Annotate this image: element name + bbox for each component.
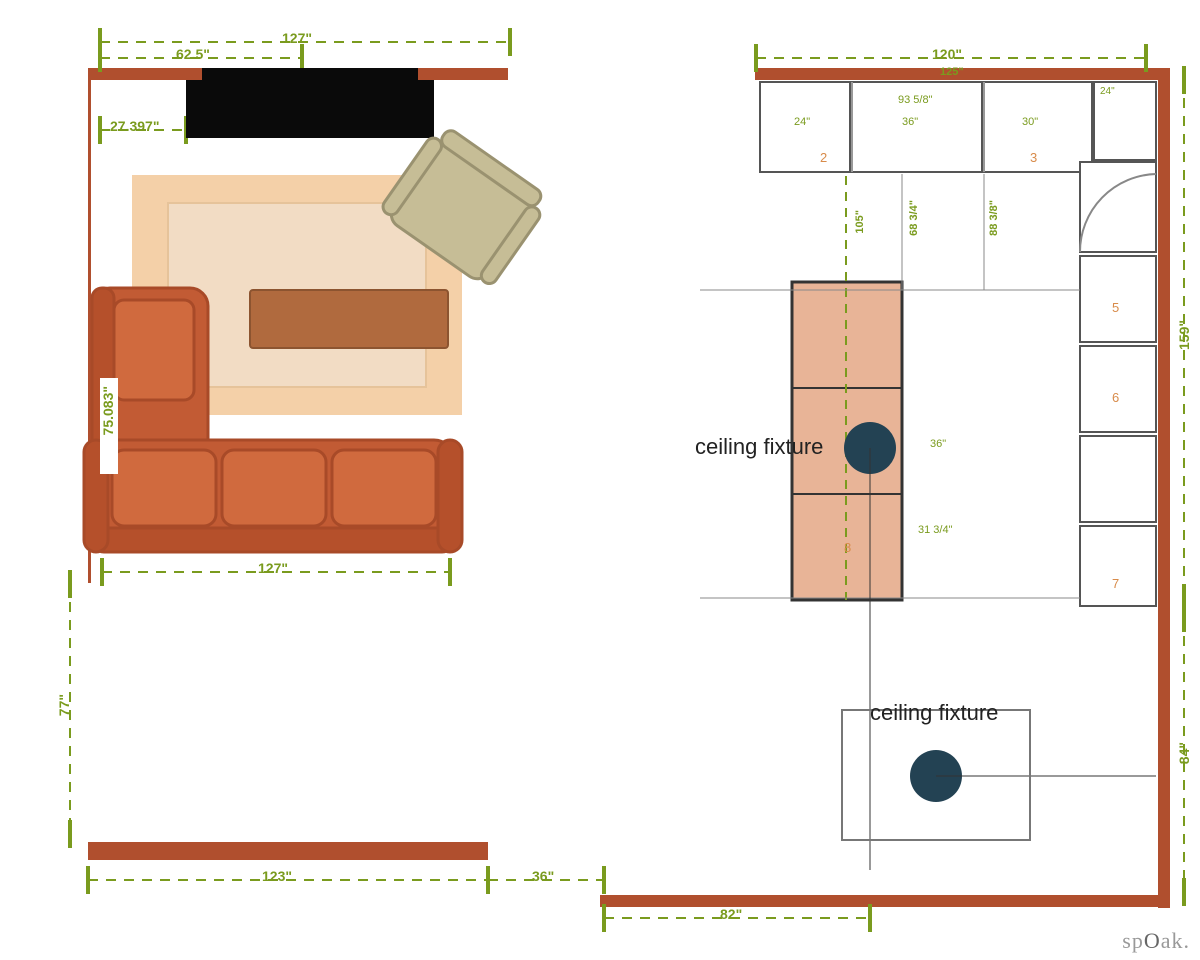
- dim-123: 123": [262, 868, 292, 884]
- cab-36: 36": [902, 116, 918, 128]
- cab-93: 93 5/8": [898, 94, 933, 106]
- cabnum-5: 5: [1112, 300, 1119, 315]
- cabnum-3: 3: [1030, 150, 1037, 165]
- cab-24b: 24": [1100, 86, 1115, 97]
- island-31: 31 3/4": [918, 524, 953, 536]
- cabnum-2: 2: [820, 150, 827, 165]
- fixture-label-2: ceiling fixture: [870, 700, 998, 726]
- cabnum-7: 7: [1112, 576, 1119, 591]
- brand-o: O: [1144, 928, 1161, 953]
- dim-159: 159": [1176, 320, 1192, 350]
- dim-sofa-127: 127": [258, 560, 288, 576]
- cabnum-6: 6: [1112, 390, 1119, 405]
- brand-watermark: spOak.: [1122, 928, 1190, 954]
- dim-top-127: 127": [282, 30, 312, 46]
- dim-27: 27.397": [110, 118, 159, 134]
- dim-left-77: 77": [56, 694, 72, 716]
- brand-ak: ak.: [1161, 928, 1190, 953]
- island-88: 88 3/8": [988, 200, 1000, 236]
- dim-125: 125": [940, 66, 964, 78]
- plan-svg: [0, 0, 1200, 960]
- dim-82: 82": [720, 906, 742, 922]
- dim-sofa-75: 75.083": [100, 386, 116, 435]
- island-68: 68 3/4": [908, 200, 920, 236]
- island-36: 36": [930, 438, 946, 450]
- cab-24a: 24": [794, 116, 810, 128]
- fixture-label-1: ceiling fixture: [695, 434, 823, 460]
- island-105: 105": [854, 210, 866, 234]
- brand-sp: sp: [1122, 928, 1144, 953]
- dim-top-62-5: 62.5": [176, 46, 210, 62]
- dim-120: 120": [932, 46, 962, 62]
- dim-84: 84": [1176, 742, 1192, 764]
- dim-36: 36": [532, 868, 554, 884]
- cabnum-8: 8: [844, 540, 851, 555]
- floor-plan: 127" 62.5" 27.397" 75.083" 127" 77" 123"…: [0, 0, 1200, 960]
- cab-30: 30": [1022, 116, 1038, 128]
